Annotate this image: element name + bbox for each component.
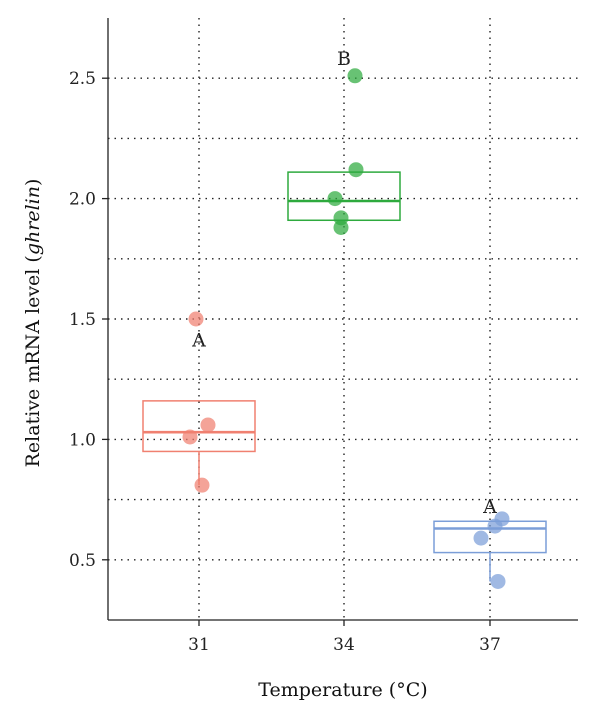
data-point <box>182 429 198 445</box>
data-point <box>487 518 503 534</box>
data-point <box>327 191 343 207</box>
data-point <box>333 219 349 235</box>
y-axis-title: Relative mRNA level (ghrelin) <box>22 179 44 468</box>
data-point <box>490 573 506 589</box>
grid-lines <box>108 18 578 620</box>
x-axis-title: Temperature (°C) <box>258 679 427 701</box>
group-letter-layer: A B A <box>191 48 497 518</box>
y-tick-label: 0.5 <box>69 551 96 571</box>
box-layer <box>142 171 547 582</box>
y-axis-title-italic: ghrelin <box>22 186 44 255</box>
data-point <box>188 311 204 327</box>
point-layer <box>182 68 510 589</box>
y-tick-label: 1.0 <box>69 430 96 450</box>
x-tick-label: 31 <box>188 635 210 655</box>
x-tick-label: 34 <box>333 635 355 655</box>
significance-letter: A <box>482 496 497 518</box>
tick-labels: 0.5 1.0 1.5 2.0 2.5 31 34 37 <box>69 69 501 655</box>
y-tick-label: 1.5 <box>69 310 96 330</box>
y-axis-title-suffix: ) <box>22 179 44 186</box>
data-point <box>348 162 364 178</box>
data-point <box>200 417 216 433</box>
y-tick-label: 2.5 <box>69 69 96 89</box>
data-point <box>194 477 210 493</box>
y-tick-label: 2.0 <box>69 190 96 210</box>
box-rect <box>142 400 256 453</box>
y-axis-title-prefix: Relative mRNA level ( <box>22 255 44 467</box>
data-point <box>347 68 363 84</box>
axes <box>102 18 578 626</box>
x-tick-label: 37 <box>479 635 501 655</box>
significance-letter: B <box>337 48 351 70</box>
data-point <box>473 530 489 546</box>
significance-letter: A <box>191 330 206 352</box>
